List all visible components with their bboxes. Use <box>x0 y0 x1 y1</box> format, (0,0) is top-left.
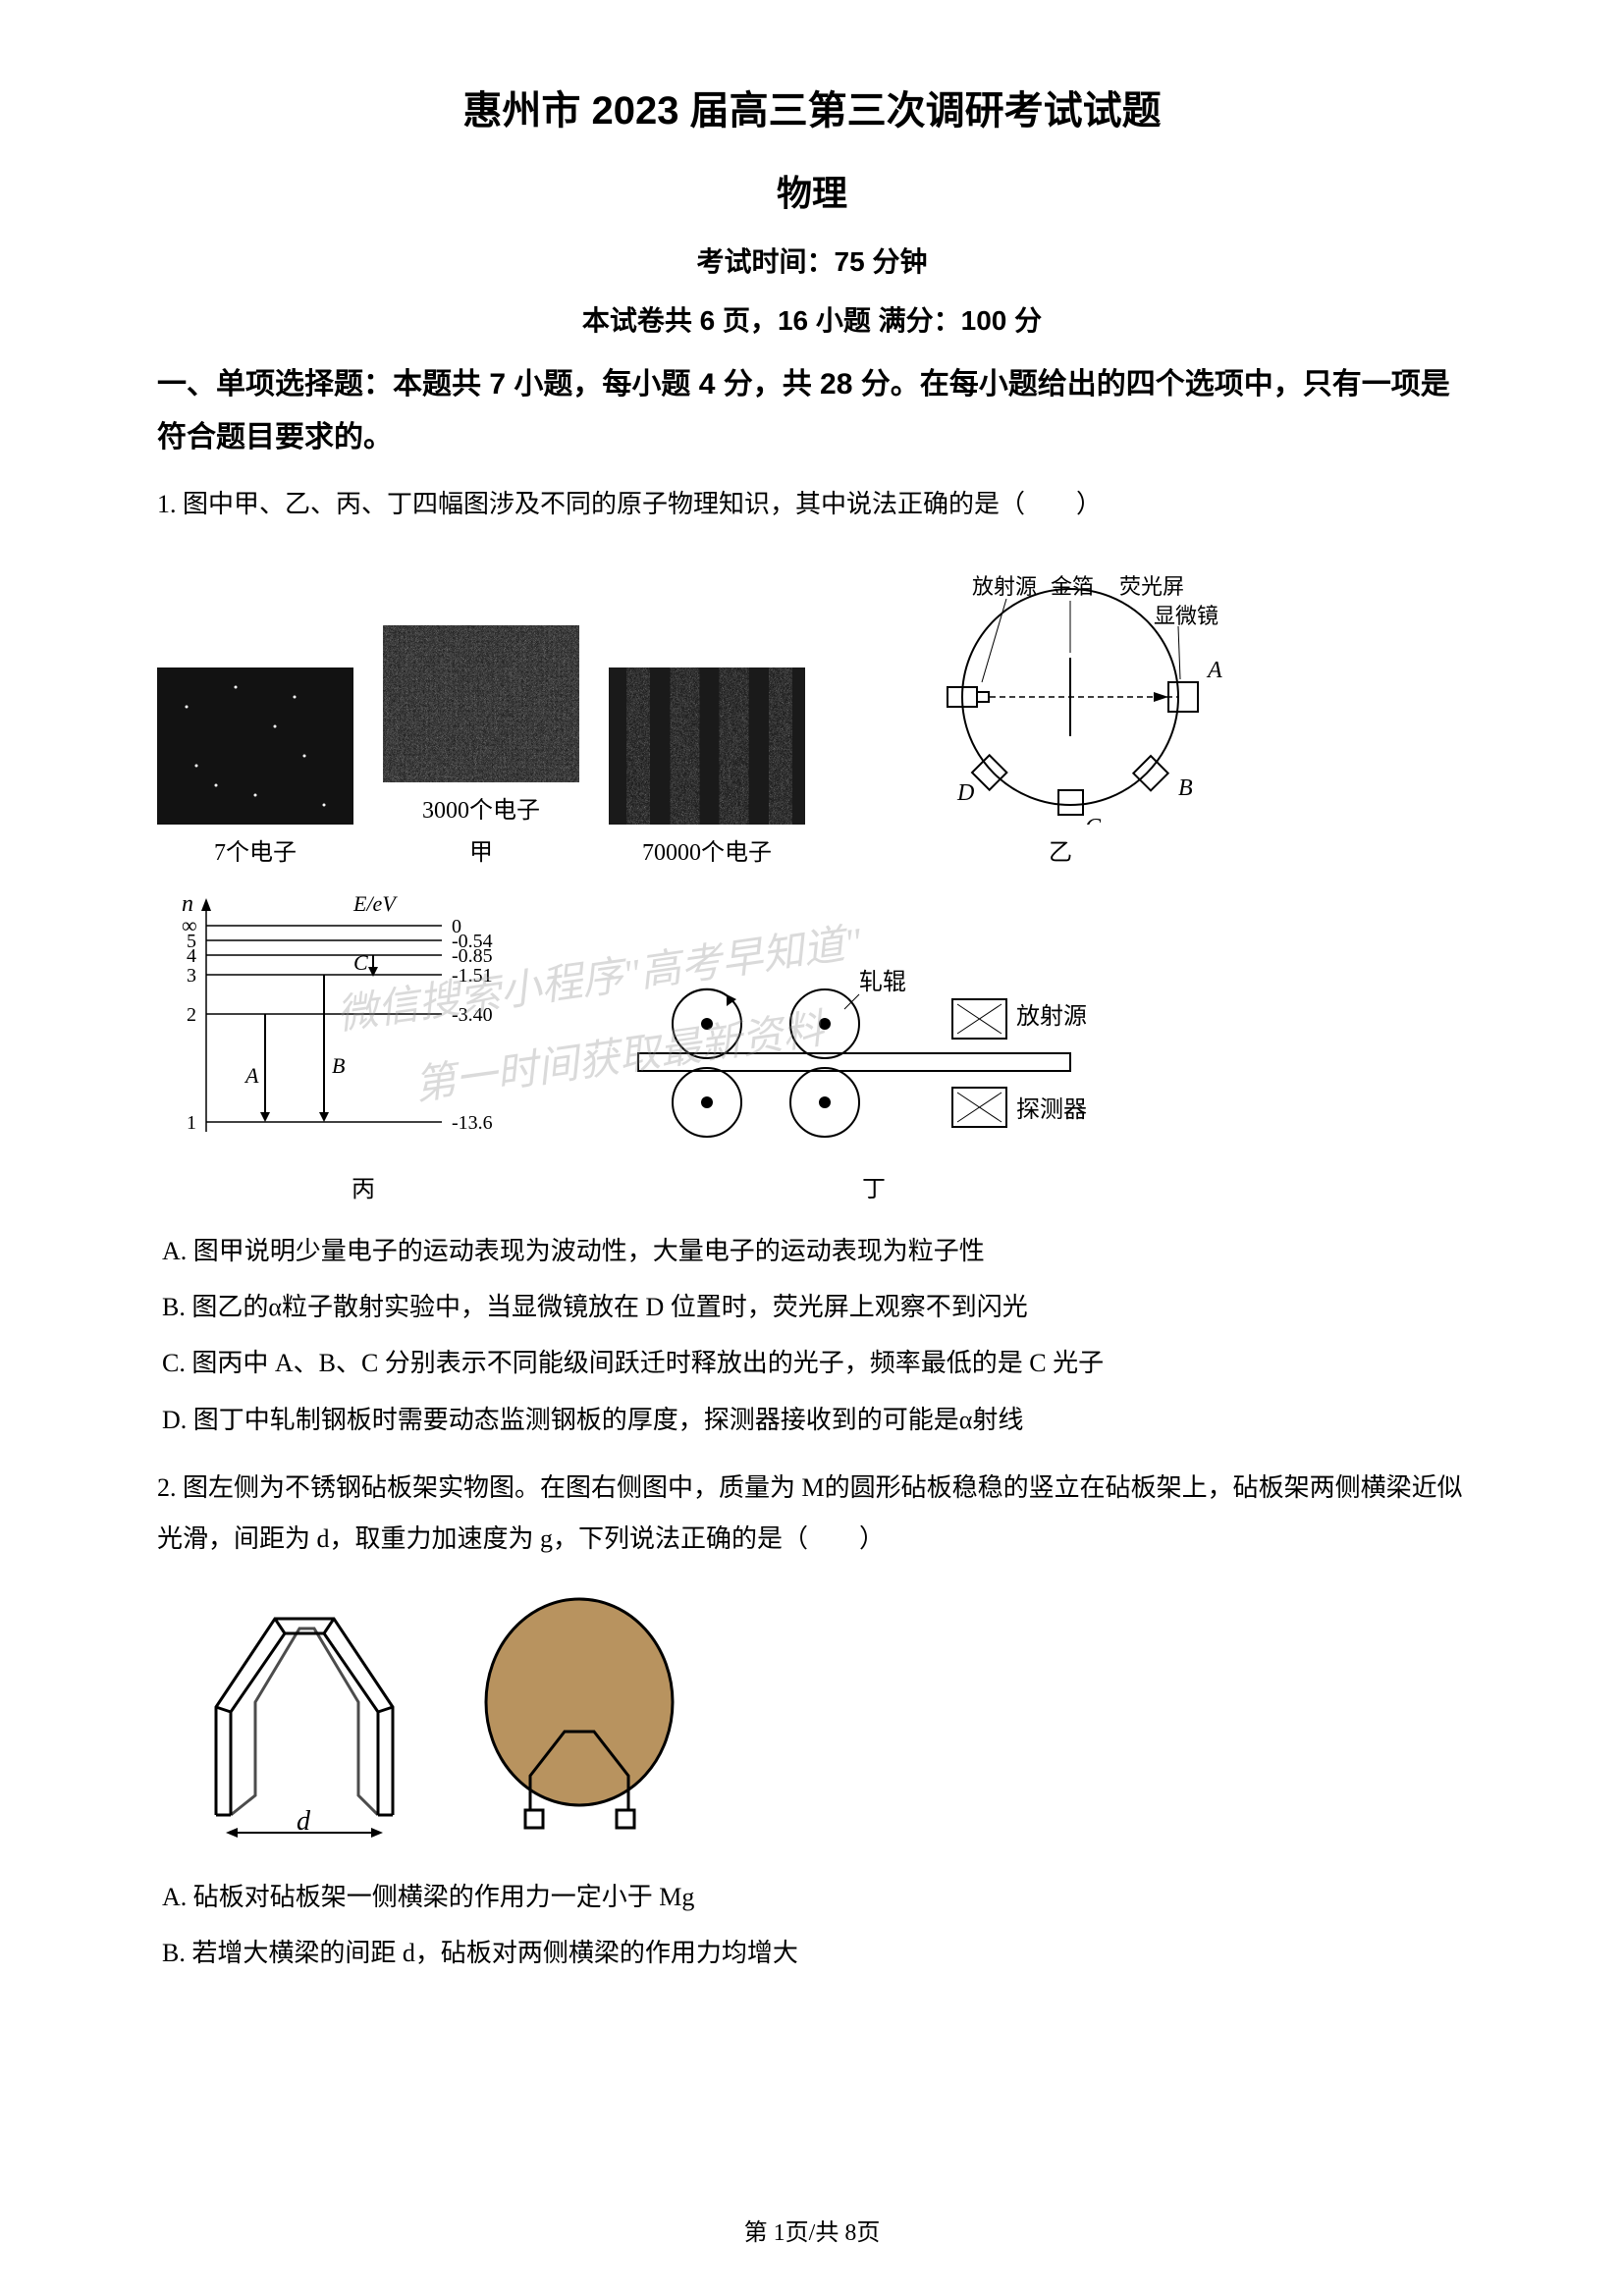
label-detector: 探测器 <box>1016 1096 1087 1123</box>
energy-level-diagram: n E/eV ∞ 0 5 -0.54 4 -0.85 3 -1.51 2 -3.… <box>157 886 569 1161</box>
label-roller: 轧辊 <box>859 969 906 995</box>
electron-pattern-7 <box>157 667 353 825</box>
svg-text:-0.85: -0.85 <box>452 945 493 967</box>
svg-text:A: A <box>244 1063 259 1088</box>
q1-option-C: C. 图丙中 A、B、C 分别表示不同能级间跃迁时释放出的光子，频率最低的是 C… <box>162 1335 1467 1391</box>
rolling-mill-diagram: 轧辊 放射源 探测器 <box>628 945 1119 1161</box>
label-screen: 荧光屏 <box>1119 574 1184 599</box>
page-footer: 第 1页/共 8页 <box>0 2213 1624 2247</box>
q1-figure-row-2: n E/eV ∞ 0 5 -0.54 4 -0.85 3 -1.51 2 -3.… <box>157 886 1467 1203</box>
fig-jia-box-3: 70000个电子 <box>609 667 805 867</box>
svg-text:C: C <box>353 950 368 975</box>
fig-jia-box-1: 7个电子 <box>157 667 353 867</box>
fig-jia-label-3: 70000个电子 <box>642 832 772 867</box>
q1-figure-row-1: 7个电子 3000个电子 甲 <box>157 550 1467 867</box>
svg-text:B: B <box>332 1053 345 1078</box>
label-B: B <box>1178 775 1193 801</box>
cutting-board-on-stand <box>471 1589 687 1844</box>
q2-option-A: A. 砧板对砧板架一侧横梁的作用力一定小于 Mg <box>162 1869 1467 1925</box>
svg-text:1: 1 <box>187 1112 196 1134</box>
axis-e: E/eV <box>352 891 398 916</box>
label-source: 放射源 <box>972 574 1037 599</box>
q1-option-B: B. 图乙的α粒子散射实验中，当显微镜放在 D 位置时，荧光屏上观察不到闪光 <box>162 1279 1467 1335</box>
question-2-stem: 2. 图左侧为不锈钢砧板架实物图。在图右侧图中，质量为 M的圆形砧板稳稳的竖立在… <box>157 1463 1467 1565</box>
d-label: d <box>297 1806 311 1837</box>
q2-option-B: B. 若增大横梁的间距 d，砧板对两侧横梁的作用力均增大 <box>162 1925 1467 1981</box>
question-1-stem: 1. 图中甲、乙、丙、丁四幅图涉及不同的原子物理知识，其中说法正确的是（ ） <box>157 479 1467 530</box>
electron-pattern-70000 <box>609 667 805 825</box>
fig-yi-box: 放射源 金箔 荧光屏 A 显微镜 B C D 乙 <box>874 550 1247 867</box>
fig-jia-label-2: 3000个电子 <box>422 790 540 825</box>
svg-text:4: 4 <box>187 945 196 967</box>
fig-jia-label-1: 7个电子 <box>214 832 297 867</box>
fig-yi-caption: 乙 <box>1049 832 1072 867</box>
label-microscope: 显微镜 <box>1154 604 1218 628</box>
q1-option-A: A. 图甲说明少量电子的运动表现为波动性，大量电子的运动表现为粒子性 <box>162 1223 1467 1279</box>
cutting-board-stand: d <box>177 1589 432 1844</box>
label-radioactive-source: 放射源 <box>1016 1003 1087 1030</box>
label-foil: 金箔 <box>1051 574 1094 599</box>
q1-option-D: D. 图丁中轧制钢板时需要动态监测钢板的厚度，探测器接收到的可能是α射线 <box>162 1392 1467 1448</box>
fig-bing-box: n E/eV ∞ 0 5 -0.54 4 -0.85 3 -1.51 2 -3.… <box>157 886 569 1203</box>
svg-text:-13.6: -13.6 <box>452 1112 493 1134</box>
svg-text:-1.51: -1.51 <box>452 965 493 987</box>
exam-structure: 本试卷共 6 页，16 小题 满分：100 分 <box>157 299 1467 339</box>
exam-main-title: 惠州市 2023 届高三第三次调研考试试题 <box>157 79 1467 135</box>
label-A: A <box>1206 658 1222 683</box>
label-C: C <box>1085 815 1102 825</box>
electron-pattern-3000 <box>383 625 579 782</box>
fig-jia-caption: 甲 <box>469 832 493 867</box>
fig-ding-caption: 丁 <box>862 1169 886 1203</box>
svg-text:2: 2 <box>187 1004 196 1026</box>
fig-bing-caption: 丙 <box>352 1169 375 1203</box>
fig-ding-box: 轧辊 放射源 探测器 丁 <box>628 945 1119 1203</box>
label-D: D <box>956 780 974 806</box>
exam-time: 考试时间：75 分钟 <box>157 240 1467 280</box>
svg-text:3: 3 <box>187 965 196 987</box>
scattering-diagram: 放射源 金箔 荧光屏 A 显微镜 B C D <box>874 550 1247 825</box>
fig-jia-box-2: 3000个电子 甲 <box>383 625 579 867</box>
section-1-header: 一、单项选择题：本题共 7 小题，每小题 4 分，共 28 分。在每小题给出的四… <box>157 358 1467 464</box>
exam-subject: 物理 <box>157 165 1467 216</box>
svg-text:-3.40: -3.40 <box>452 1004 493 1026</box>
q2-figure-row: d <box>177 1589 1467 1844</box>
